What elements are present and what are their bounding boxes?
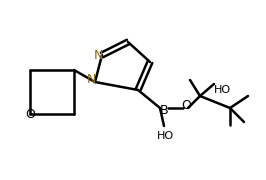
Text: HO: HO	[156, 131, 173, 141]
Text: HO: HO	[213, 85, 231, 95]
Text: N: N	[93, 48, 103, 62]
Text: O: O	[25, 107, 35, 120]
Text: B: B	[160, 103, 168, 116]
Text: O: O	[181, 98, 191, 111]
Text: N: N	[86, 73, 96, 86]
